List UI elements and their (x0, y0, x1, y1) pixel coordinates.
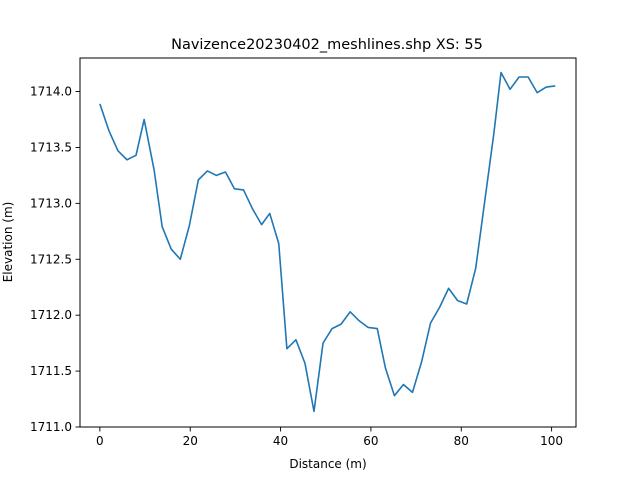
x-tick-label: 40 (273, 434, 288, 448)
x-tick-label: 80 (454, 434, 469, 448)
x-axis-label: Distance (m) (289, 457, 366, 471)
plot-frame (79, 57, 577, 428)
x-tick-label: 100 (540, 434, 563, 448)
y-tick-label: 1711.0 (30, 420, 72, 434)
series-line-0 (99, 71, 556, 413)
y-tick-label: 1713.5 (30, 140, 72, 154)
y-tick-label: 1711.5 (30, 364, 72, 378)
x-tick-label: 60 (363, 434, 378, 448)
x-axis: 0 20 40 60 80 100 (96, 427, 563, 448)
y-tick-label: 1714.0 (30, 85, 72, 99)
x-tick-label: 0 (96, 434, 104, 448)
y-tick-label: 1712.0 (30, 308, 72, 322)
y-tick-label: 1713.0 (30, 196, 72, 210)
y-tick-label: 1712.5 (30, 252, 72, 266)
x-tick-label: 20 (183, 434, 198, 448)
plot-content (99, 71, 556, 413)
y-axis-label: Elevation (m) (1, 202, 15, 283)
y-axis: 1711.0 1711.5 1712.0 1712.5 1713.0 1713.5 1714… (30, 85, 80, 434)
chart-title: Navizence20230402_meshlines.shp XS: 55 (171, 37, 483, 53)
